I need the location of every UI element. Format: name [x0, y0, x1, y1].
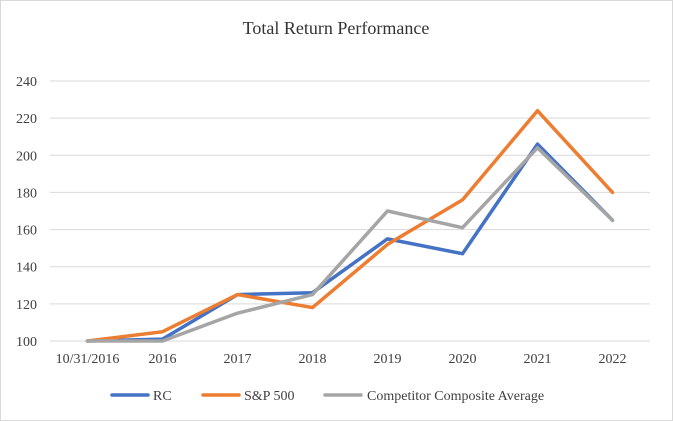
x-tick-label: 2020 — [449, 352, 477, 367]
y-tick-label: 120 — [16, 298, 37, 313]
series-line-competitor-composite-average — [85, 146, 615, 343]
series-lines — [85, 108, 615, 343]
legend-label: S&P 500 — [244, 389, 294, 404]
x-tick-label: 2022 — [599, 352, 627, 367]
x-tick-label: 2018 — [299, 352, 327, 367]
chart-title: Total Return Performance — [243, 18, 430, 38]
legend: RC S&P 500 Competitor Composite Average — [110, 389, 544, 404]
x-axis-ticks: 10/31/2016 2016 2017 2018 2019 2020 2021 2022 — [56, 352, 627, 367]
x-tick-label: 2021 — [524, 352, 552, 367]
x-tick-label: 10/31/2016 — [56, 352, 120, 367]
y-tick-label: 180 — [16, 186, 37, 201]
y-tick-label: 100 — [16, 335, 37, 350]
legend-label: Competitor Composite Average — [367, 389, 544, 404]
y-tick-label: 220 — [16, 112, 37, 127]
x-tick-label: 2019 — [374, 352, 402, 367]
legend-label: RC — [153, 389, 172, 404]
gridlines — [50, 80, 650, 342]
y-axis-ticks: 100 120 140 160 180 200 220 240 — [16, 75, 37, 350]
y-tick-label: 240 — [16, 75, 37, 90]
y-tick-label: 200 — [16, 149, 37, 164]
y-tick-label: 140 — [16, 261, 37, 276]
x-tick-label: 2016 — [149, 352, 177, 367]
x-tick-label: 2017 — [224, 352, 252, 367]
y-tick-label: 160 — [16, 224, 37, 239]
series-line-s-p-500 — [85, 108, 615, 343]
series-line-rc — [85, 142, 615, 343]
